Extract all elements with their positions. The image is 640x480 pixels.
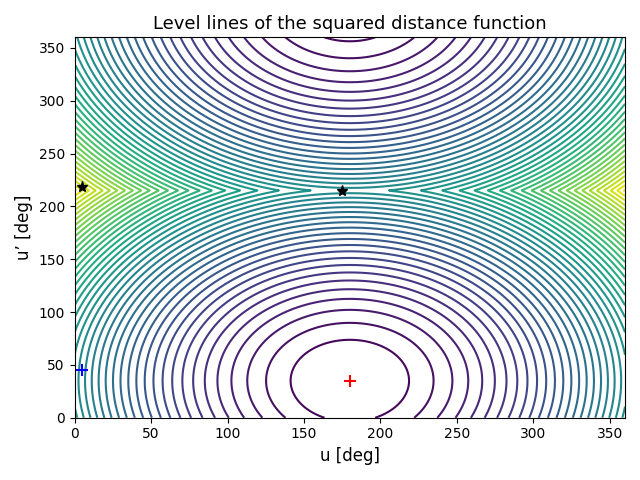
X-axis label: u [deg]: u [deg] bbox=[320, 447, 380, 465]
Y-axis label: u’ [deg]: u’ [deg] bbox=[15, 195, 33, 260]
Title: Level lines of the squared distance function: Level lines of the squared distance func… bbox=[153, 15, 547, 33]
